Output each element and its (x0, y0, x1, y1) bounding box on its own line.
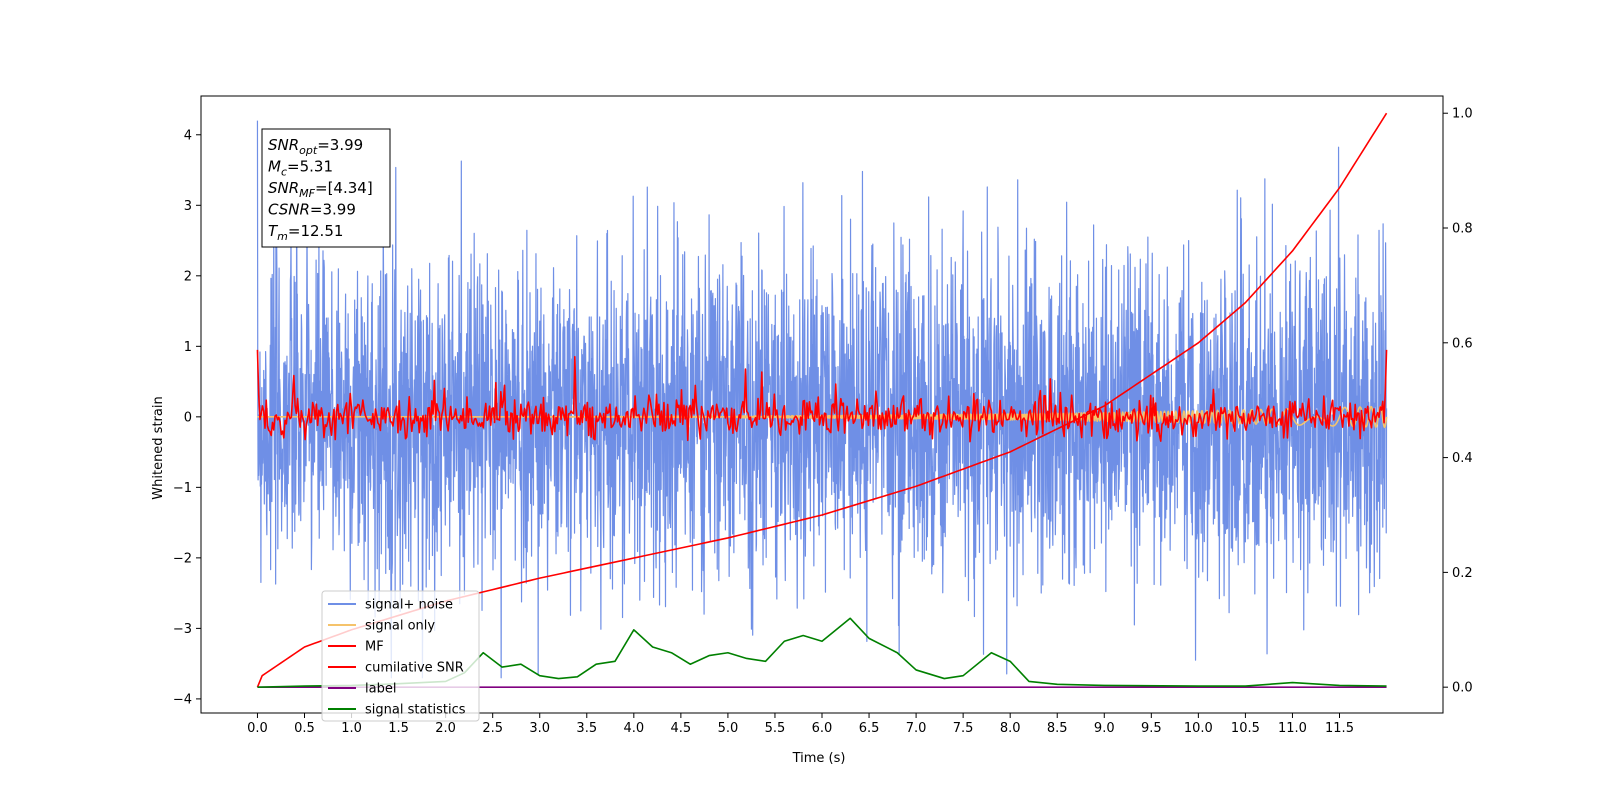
y2-tick-label: 0.4 (1452, 451, 1473, 466)
x-tick-label: 10.5 (1231, 721, 1260, 736)
y-axis-label: Whitened strain (151, 396, 166, 499)
series-line-mf (256, 349, 1388, 443)
y-tick-label: 3 (184, 199, 192, 214)
info-box-frame (261, 128, 391, 248)
y2-tick-label: 0.6 (1452, 336, 1473, 351)
x-tick-label: 4.0 (623, 721, 644, 736)
y-tick-label: 0 (184, 410, 192, 425)
legend-entry: MF (365, 640, 384, 655)
x-tick-label: 11.0 (1278, 721, 1307, 736)
y-tick-label: −4 (173, 692, 192, 707)
y2-tick-label: 0.2 (1452, 566, 1473, 581)
y-tick-label: −1 (173, 481, 192, 496)
y-tick-label: −3 (173, 622, 192, 637)
x-tick-label: 0.5 (294, 721, 315, 736)
info-box-line: Mc=5.31 (268, 158, 333, 179)
x-tick-label: 10.0 (1184, 721, 1213, 736)
y2-tick-label: 1.0 (1452, 107, 1473, 122)
x-tick-label: 0.0 (247, 721, 268, 736)
x-tick-label: 2.0 (435, 721, 456, 736)
x-tick-label: 8.0 (1000, 721, 1021, 736)
info-box-line: CSNR=3.99 (268, 201, 356, 219)
x-tick-label: 5.0 (718, 721, 739, 736)
legend: signal+ noise signal only MF cumilative SNR… (321, 590, 480, 722)
x-tick-label: 6.0 (812, 721, 833, 736)
x-tick-label: 11.5 (1325, 721, 1354, 736)
legend-entry: signal statistics (365, 703, 466, 718)
y-tick-label: 2 (184, 269, 192, 284)
x-tick-label: 7.0 (906, 721, 927, 736)
y2-tick-label: 0.8 (1452, 222, 1473, 237)
info-box-line: SNRopt=3.99 (268, 136, 363, 157)
x-tick-label: 3.5 (576, 721, 597, 736)
x-tick-label: 1.0 (341, 721, 362, 736)
legend-entry: cumilative SNR (365, 661, 464, 676)
y-tick-label: −2 (173, 551, 192, 566)
series-line-signal-noise (256, 120, 1388, 679)
y-tick-label: 4 (184, 128, 192, 143)
legend-entry: signal+ noise (365, 598, 453, 613)
x-tick-label: 8.5 (1047, 721, 1068, 736)
x-tick-label: 9.5 (1141, 721, 1162, 736)
x-tick-label: 9.0 (1094, 721, 1115, 736)
legend-entry: signal only (365, 619, 435, 634)
y2-tick-label: 0.0 (1452, 681, 1473, 696)
x-tick-label: 3.0 (529, 721, 550, 736)
x-axis-label: Time (s) (792, 751, 846, 766)
x-tick-label: 1.5 (388, 721, 409, 736)
legend-frame (321, 590, 480, 722)
x-tick-label: 5.5 (765, 721, 786, 736)
legend-entry: label (365, 682, 396, 697)
y-tick-label: 1 (184, 340, 192, 355)
x-tick-label: 7.5 (953, 721, 974, 736)
series-line-signal-statistics (257, 617, 1387, 688)
x-tick-label: 6.5 (859, 721, 880, 736)
info-box-line: Tm=12.51 (268, 222, 343, 243)
x-tick-label: 4.5 (671, 721, 692, 736)
info-box-line: SNRMF=[4.34] (268, 179, 373, 200)
x-tick-label: 2.5 (482, 721, 503, 736)
axes: 0.0 0.5 1.0 1.5 2.0 2.5 3.0 3.5 4.0 4.5 5.0 5.5 6.0 6… (173, 95, 1473, 736)
